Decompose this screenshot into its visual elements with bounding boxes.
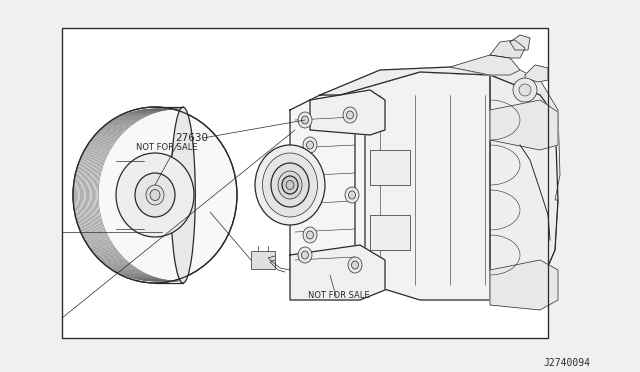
Ellipse shape: [150, 189, 160, 201]
Polygon shape: [290, 245, 385, 300]
Ellipse shape: [282, 176, 298, 194]
Ellipse shape: [346, 111, 353, 119]
Polygon shape: [490, 40, 525, 58]
Polygon shape: [310, 90, 385, 135]
Bar: [370, 215, 410, 250]
Circle shape: [519, 84, 531, 96]
Ellipse shape: [301, 251, 308, 259]
Ellipse shape: [116, 153, 194, 237]
Ellipse shape: [278, 171, 302, 199]
Polygon shape: [320, 67, 490, 95]
Ellipse shape: [271, 163, 309, 207]
Polygon shape: [490, 260, 558, 310]
Polygon shape: [290, 95, 365, 280]
Ellipse shape: [255, 145, 325, 225]
Ellipse shape: [307, 141, 314, 149]
Polygon shape: [490, 75, 558, 300]
Text: 27630: 27630: [175, 133, 208, 143]
Ellipse shape: [307, 231, 314, 239]
Polygon shape: [510, 35, 530, 50]
Ellipse shape: [301, 116, 308, 124]
Ellipse shape: [303, 227, 317, 243]
Text: J2740094: J2740094: [543, 358, 590, 368]
Bar: [370, 150, 410, 185]
Ellipse shape: [73, 107, 237, 283]
Bar: [62, 28, 548, 338]
Ellipse shape: [171, 107, 195, 283]
Polygon shape: [490, 100, 558, 150]
Ellipse shape: [343, 107, 357, 123]
Polygon shape: [525, 65, 548, 82]
Ellipse shape: [345, 187, 359, 203]
Text: NOT FOR SALE: NOT FOR SALE: [136, 144, 198, 153]
Ellipse shape: [286, 180, 294, 189]
Circle shape: [513, 78, 537, 102]
Ellipse shape: [349, 191, 355, 199]
Ellipse shape: [348, 257, 362, 273]
Text: NOT FOR SALE: NOT FOR SALE: [308, 292, 370, 301]
Ellipse shape: [303, 137, 317, 153]
Polygon shape: [450, 55, 520, 75]
Polygon shape: [490, 65, 560, 300]
Bar: [62, 28, 548, 338]
Ellipse shape: [298, 112, 312, 128]
Ellipse shape: [146, 185, 164, 205]
Ellipse shape: [262, 153, 317, 217]
Bar: [251, 251, 275, 269]
Polygon shape: [340, 72, 540, 300]
Ellipse shape: [351, 261, 358, 269]
Ellipse shape: [135, 173, 175, 217]
Ellipse shape: [298, 247, 312, 263]
